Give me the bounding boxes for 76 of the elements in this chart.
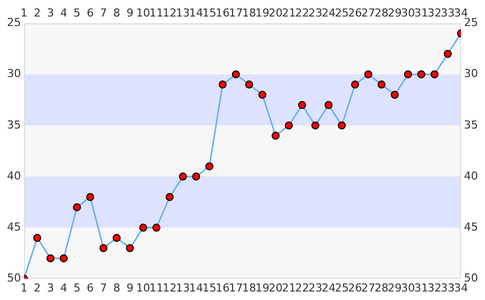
x2-tick-label: 15 <box>202 6 216 20</box>
x2-tick-label: 21 <box>282 6 296 20</box>
x2-tick-label: 11 <box>149 6 164 20</box>
y2-tick-label: 30 <box>464 67 478 80</box>
x2-tick-label: 5 <box>73 6 80 20</box>
y-tick-label: 35 <box>6 118 21 132</box>
x2-tick-label: 29 <box>388 6 402 20</box>
x2-tick-label: 18 <box>242 6 256 20</box>
x-tick-label: 23 <box>308 281 322 294</box>
y2-tick-label: 35 <box>464 118 478 132</box>
x2-tick-label: 27 <box>361 6 376 20</box>
x-tick-label: 25 <box>334 281 349 294</box>
x2-tick-label: 8 <box>113 6 120 20</box>
y-tick-label: 50 <box>6 272 21 285</box>
x-tick-label: 2 <box>34 281 41 294</box>
x-tick-label: 4 <box>60 281 68 294</box>
y2-tick-label: 45 <box>464 220 478 234</box>
x-tick-label: 13 <box>176 281 190 294</box>
y2-tick-label: 40 <box>464 169 478 182</box>
x-tick-label: 11 <box>149 281 164 294</box>
x2-tick-label: 3 <box>46 6 54 20</box>
x-tick-label: 18 <box>242 281 256 294</box>
x-tick-label: 24 <box>322 281 336 294</box>
x-tick-label: 8 <box>113 281 120 294</box>
x2-tick-label: 26 <box>348 6 362 20</box>
x-tick-label: 16 <box>216 281 230 294</box>
x-tick-label: 12 <box>162 281 177 294</box>
x2-tick-label: 25 <box>334 6 349 20</box>
y-tick-label: 40 <box>6 169 21 182</box>
x-tick-label: 28 <box>374 281 389 294</box>
x2-tick-label: 9 <box>126 6 134 20</box>
x2-tick-label: 13 <box>176 6 190 20</box>
x2-tick-label: 2 <box>34 6 41 20</box>
x2-tick-label: 4 <box>60 6 68 20</box>
x-tick-label: 30 <box>401 281 416 294</box>
x-tick-label: 32 <box>428 281 442 294</box>
x2-tick-label: 33 <box>440 6 455 20</box>
x2-tick-label: 24 <box>322 6 336 20</box>
x-tick-label: 14 <box>189 281 204 294</box>
x2-tick-label: 7 <box>100 6 107 20</box>
y-tick-label: 25 <box>6 16 21 30</box>
x-tick-label: 5 <box>73 281 80 294</box>
x-tick-label: 22 <box>295 281 310 294</box>
x2-tick-label: 23 <box>308 6 322 20</box>
x2-tick-label: 10 <box>136 6 150 20</box>
x-tick-label: 31 <box>414 281 428 294</box>
x2-tick-label: 17 <box>228 6 243 20</box>
x2-tick-label: 6 <box>86 6 94 20</box>
x-tick-label: 20 <box>268 281 283 294</box>
x2-tick-label: 20 <box>268 6 283 20</box>
x2-tick-label: 31 <box>414 6 428 20</box>
x-tick-label: 9 <box>126 281 134 294</box>
x-tick-label: 26 <box>348 281 362 294</box>
x2-tick-label: 32 <box>428 6 442 20</box>
x-tick-label: 33 <box>440 281 455 294</box>
x2-tick-label: 22 <box>295 6 310 20</box>
x-tick-label: 17 <box>228 281 243 294</box>
x2-tick-label: 28 <box>374 6 389 20</box>
x-tick-label: 6 <box>86 281 94 294</box>
y-tick-label: 45 <box>6 220 21 234</box>
x-tick-label: 10 <box>136 281 150 294</box>
x-tick-label: 19 <box>255 281 270 294</box>
x2-tick-label: 19 <box>255 6 270 20</box>
x2-tick-label: 1 <box>20 6 28 20</box>
y-tick-label: 30 <box>6 67 21 80</box>
x-tick-label: 15 <box>202 281 216 294</box>
x2-tick-label: 16 <box>216 6 230 20</box>
x-tick-label: 1 <box>20 281 28 294</box>
x-tick-label: 21 <box>282 281 296 294</box>
x2-tick-label: 30 <box>401 6 416 20</box>
x-tick-label: 7 <box>100 281 107 294</box>
x2-tick-label: 12 <box>162 6 177 20</box>
x-tick-label: 29 <box>388 281 402 294</box>
x-tick-label: 27 <box>361 281 376 294</box>
x-tick-label: 3 <box>46 281 54 294</box>
x2-tick-label: 14 <box>189 6 204 20</box>
